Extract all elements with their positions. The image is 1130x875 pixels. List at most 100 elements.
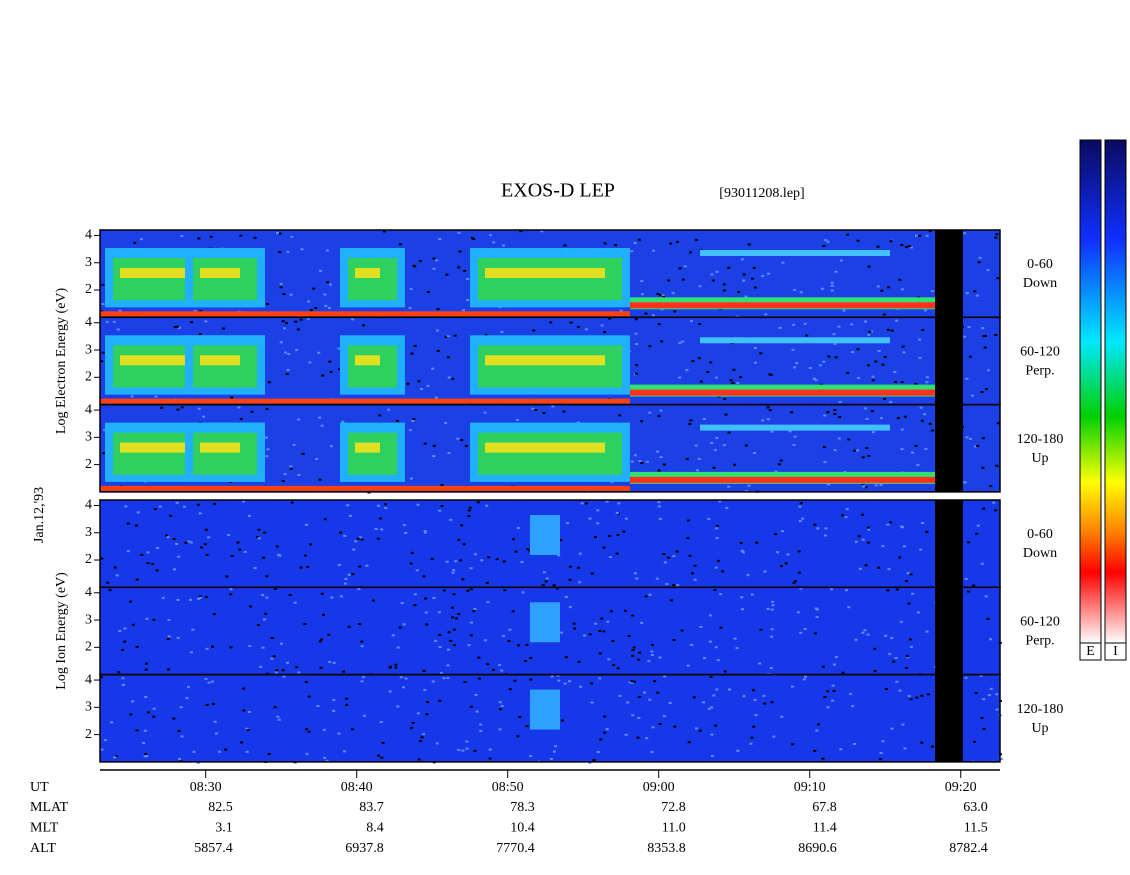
noise bbox=[345, 703, 349, 706]
noise bbox=[253, 236, 257, 239]
noise bbox=[881, 740, 885, 743]
noise bbox=[545, 577, 549, 580]
band bbox=[100, 485, 630, 491]
panel-direction: Perp. bbox=[1025, 364, 1054, 379]
row-value: 8690.6 bbox=[798, 841, 837, 856]
noise bbox=[143, 755, 147, 758]
noise bbox=[644, 312, 648, 315]
noise bbox=[145, 617, 149, 620]
noise bbox=[802, 678, 806, 681]
noise bbox=[715, 524, 719, 527]
noise bbox=[813, 749, 817, 752]
noise bbox=[502, 560, 506, 563]
noise bbox=[400, 602, 404, 605]
noise bbox=[303, 623, 307, 626]
noise bbox=[920, 419, 924, 422]
noise bbox=[253, 567, 257, 570]
noise bbox=[716, 659, 720, 662]
noise bbox=[205, 703, 209, 706]
noise bbox=[898, 278, 902, 281]
noise bbox=[402, 524, 406, 527]
noise bbox=[607, 658, 611, 661]
noise bbox=[521, 591, 525, 594]
noise bbox=[249, 605, 253, 608]
noise bbox=[662, 463, 666, 466]
noise bbox=[460, 439, 464, 442]
noise bbox=[461, 749, 465, 752]
noise bbox=[989, 485, 993, 488]
noise bbox=[425, 713, 429, 716]
noise bbox=[834, 356, 838, 359]
noise bbox=[630, 681, 634, 684]
noise bbox=[635, 577, 639, 580]
noise bbox=[909, 698, 913, 701]
noise bbox=[396, 705, 400, 708]
noise bbox=[488, 757, 492, 760]
noise bbox=[362, 324, 366, 327]
noise bbox=[275, 669, 279, 672]
noise bbox=[663, 675, 667, 678]
noise bbox=[839, 748, 843, 751]
noise bbox=[374, 527, 378, 530]
noise bbox=[572, 627, 576, 630]
noise bbox=[322, 728, 326, 731]
noise bbox=[816, 527, 820, 530]
noise bbox=[408, 307, 412, 310]
noise bbox=[721, 570, 725, 573]
noise bbox=[729, 379, 733, 382]
noise bbox=[833, 449, 837, 452]
noise bbox=[265, 575, 269, 578]
noise bbox=[665, 583, 669, 586]
y-tick-label: 2 bbox=[85, 457, 92, 472]
noise bbox=[243, 550, 247, 553]
noise bbox=[633, 454, 637, 457]
noise bbox=[286, 661, 290, 664]
panel-label: 0-60 bbox=[1027, 257, 1053, 272]
noise bbox=[692, 696, 696, 699]
noise bbox=[853, 742, 857, 745]
noise bbox=[880, 289, 884, 292]
noise bbox=[907, 695, 911, 698]
noise bbox=[976, 444, 980, 447]
noise bbox=[284, 351, 288, 354]
noise bbox=[881, 545, 885, 548]
noise bbox=[431, 680, 435, 683]
noise bbox=[638, 460, 642, 463]
noise bbox=[867, 265, 871, 268]
noise bbox=[435, 259, 439, 262]
noise bbox=[322, 613, 326, 616]
noise bbox=[719, 626, 723, 629]
noise bbox=[650, 750, 654, 753]
noise bbox=[207, 681, 211, 684]
noise bbox=[711, 279, 715, 282]
noise bbox=[994, 236, 998, 239]
noise bbox=[727, 266, 731, 269]
row-value: 3.1 bbox=[215, 821, 233, 836]
noise bbox=[515, 418, 519, 421]
noise bbox=[986, 617, 990, 620]
noise bbox=[814, 379, 818, 382]
noise bbox=[708, 640, 712, 643]
blob bbox=[200, 442, 240, 453]
noise bbox=[133, 241, 137, 244]
noise bbox=[212, 613, 216, 616]
noise bbox=[675, 550, 679, 553]
noise bbox=[930, 745, 934, 748]
noise bbox=[650, 653, 654, 656]
noise bbox=[918, 338, 922, 341]
noise bbox=[477, 656, 481, 659]
noise bbox=[416, 503, 420, 506]
noise bbox=[551, 405, 555, 408]
blob bbox=[120, 355, 240, 366]
noise bbox=[282, 675, 286, 678]
noise bbox=[526, 548, 530, 551]
gap bbox=[935, 317, 963, 405]
noise bbox=[733, 637, 737, 640]
noise bbox=[279, 286, 283, 289]
noise bbox=[791, 743, 795, 746]
noise bbox=[239, 417, 243, 420]
noise bbox=[984, 388, 988, 391]
band bbox=[630, 389, 935, 396]
noise bbox=[861, 513, 865, 516]
noise bbox=[695, 727, 699, 730]
